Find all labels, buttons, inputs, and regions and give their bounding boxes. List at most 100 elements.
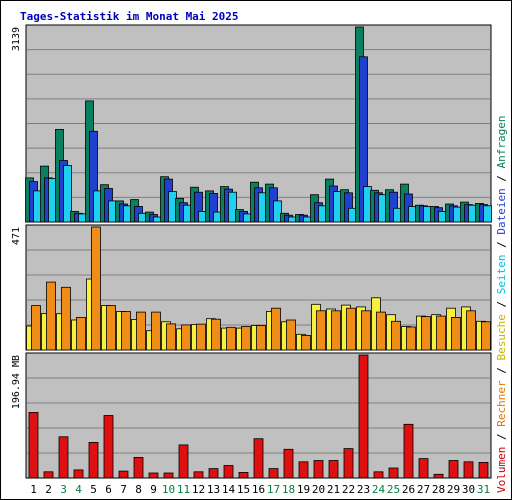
bar-volume-volumen-day-12 xyxy=(193,471,204,479)
legend-entry-rechner: Rechner xyxy=(495,380,508,427)
bar-visits-rechner-day-22 xyxy=(346,307,356,351)
x-tick-label: 25 xyxy=(387,483,400,496)
bar-visits-rechner-day-15 xyxy=(241,326,251,351)
bar-volume-volumen-day-3 xyxy=(58,436,69,479)
bar-visits-rechner-day-30 xyxy=(466,310,476,351)
series-legend: Volumen / Rechner / Besuche / Seiten / D… xyxy=(495,115,508,493)
bar-visits-rechner-day-20 xyxy=(316,310,326,351)
bar-volume-volumen-day-1 xyxy=(28,411,39,479)
bar-volume-volumen-day-10 xyxy=(163,472,174,479)
x-tick-label: 4 xyxy=(75,483,82,496)
y-max-label-volume: 196.94 MB xyxy=(11,355,22,409)
bar-requests-seiten-day-17 xyxy=(273,200,282,223)
y-max-label-visits: 471 xyxy=(11,227,22,245)
x-tick-label: 18 xyxy=(282,483,295,496)
bar-volume-volumen-day-8 xyxy=(133,456,144,479)
legend-separator: / xyxy=(495,168,508,188)
legend-entry-seiten: Seiten xyxy=(495,255,508,295)
legend-entry-dateien: Dateien xyxy=(495,188,508,234)
bar-visits-rechner-day-24 xyxy=(376,311,386,351)
bar-volume-volumen-day-14 xyxy=(223,465,234,479)
x-tick-label: 31 xyxy=(477,483,490,496)
legend-separator: / xyxy=(495,361,508,381)
bar-visits-rechner-day-29 xyxy=(451,316,461,351)
legend-entry-besuche: Besuche xyxy=(495,314,508,360)
bar-visits-rechner-day-12 xyxy=(196,323,206,351)
y-max-label-requests: 3139 xyxy=(11,27,22,51)
bar-volume-volumen-day-13 xyxy=(208,468,219,479)
bar-visits-rechner-day-5 xyxy=(91,226,101,351)
bar-volume-volumen-day-25 xyxy=(388,467,399,479)
bar-volume-volumen-day-16 xyxy=(253,438,264,479)
bar-volume-volumen-day-29 xyxy=(448,460,459,479)
x-tick-label: 22 xyxy=(342,483,355,496)
x-tick-label: 30 xyxy=(462,483,475,496)
bar-volume-volumen-day-5 xyxy=(88,441,99,479)
bar-visits-rechner-day-7 xyxy=(121,311,131,351)
bar-visits-rechner-day-14 xyxy=(226,326,236,351)
x-tick-label: 16 xyxy=(252,483,265,496)
legend-separator: / xyxy=(495,427,508,447)
bar-volume-volumen-day-22 xyxy=(343,448,354,479)
x-tick-label: 19 xyxy=(297,483,310,496)
bar-visits-rechner-day-25 xyxy=(391,320,401,351)
x-tick-label: 13 xyxy=(207,483,220,496)
bar-volume-volumen-day-4 xyxy=(73,469,84,479)
bar-visits-rechner-day-1 xyxy=(31,305,41,351)
legend-entry-anfragen: Anfragen xyxy=(495,115,508,168)
x-tick-label: 14 xyxy=(222,483,236,496)
bar-visits-rechner-day-6 xyxy=(106,305,116,351)
bar-visits-rechner-day-10 xyxy=(166,323,176,351)
x-tick-label: 20 xyxy=(312,483,325,496)
bar-visits-rechner-day-9 xyxy=(151,311,161,351)
bar-volume-volumen-day-7 xyxy=(118,470,129,479)
bar-volume-volumen-day-6 xyxy=(103,415,114,479)
x-tick-label: 5 xyxy=(90,483,97,496)
legend-separator: / xyxy=(495,235,508,255)
bar-requests-seiten-day-3 xyxy=(63,165,72,223)
x-tick-label: 9 xyxy=(150,483,157,496)
x-tick-label: 6 xyxy=(105,483,112,496)
x-tick-label: 3 xyxy=(60,483,67,496)
x-tick-label: 12 xyxy=(192,483,205,496)
x-tick-label: 17 xyxy=(267,483,280,496)
bar-visits-rechner-day-4 xyxy=(76,316,86,351)
x-tick-label: 8 xyxy=(135,483,142,496)
bar-visits-rechner-day-31 xyxy=(481,321,491,351)
bar-volume-volumen-day-26 xyxy=(403,423,414,479)
bar-visits-rechner-day-17 xyxy=(271,307,281,351)
bar-volume-volumen-day-17 xyxy=(268,468,279,479)
legend-separator: / xyxy=(495,294,508,314)
bar-visits-rechner-day-8 xyxy=(136,311,146,351)
x-tick-label: 11 xyxy=(177,483,190,496)
bar-volume-volumen-day-9 xyxy=(148,472,159,479)
bar-volume-volumen-day-31 xyxy=(478,461,489,479)
bar-visits-rechner-day-27 xyxy=(421,316,431,351)
bar-visits-rechner-day-21 xyxy=(331,310,341,351)
x-tick-label: 24 xyxy=(372,483,386,496)
x-tick-label: 28 xyxy=(432,483,445,496)
bar-visits-rechner-day-23 xyxy=(361,310,371,351)
bar-volume-volumen-day-15 xyxy=(238,471,249,479)
x-tick-label: 15 xyxy=(237,483,250,496)
x-tick-label: 21 xyxy=(327,483,340,496)
bar-volume-volumen-day-2 xyxy=(43,471,54,479)
bar-requests-seiten-day-31 xyxy=(483,205,492,223)
bar-volume-volumen-day-21 xyxy=(328,460,339,479)
bar-volume-volumen-day-11 xyxy=(178,444,189,479)
x-tick-label: 26 xyxy=(402,483,415,496)
bar-visits-rechner-day-3 xyxy=(61,286,71,351)
bar-volume-volumen-day-19 xyxy=(298,461,309,479)
bar-requests-seiten-day-14 xyxy=(228,191,237,223)
bar-volume-volumen-day-18 xyxy=(283,448,294,479)
bar-visits-rechner-day-2 xyxy=(46,281,56,351)
x-tick-label: 27 xyxy=(417,483,430,496)
bar-visits-rechner-day-16 xyxy=(256,325,266,351)
bar-visits-rechner-day-13 xyxy=(211,318,221,351)
chart-title: Tages-Statistik im Monat Mai 2025 xyxy=(20,10,239,23)
bar-volume-volumen-day-24 xyxy=(373,471,384,479)
bar-volume-volumen-day-28 xyxy=(433,473,444,479)
legend-entry-volumen: Volumen xyxy=(495,447,508,493)
bar-visits-rechner-day-26 xyxy=(406,326,416,351)
